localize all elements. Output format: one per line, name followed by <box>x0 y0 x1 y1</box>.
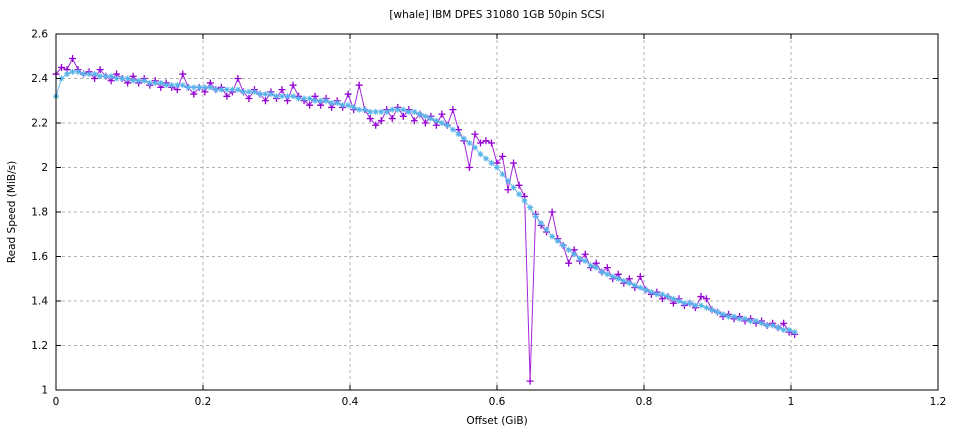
x-tick-label: 0 <box>53 396 60 408</box>
y-tick-label: 2.4 <box>31 73 48 85</box>
x-tick-label: 0.2 <box>195 396 212 408</box>
series-smoothed-markers <box>53 68 798 336</box>
y-tick-label: 1.6 <box>31 251 48 263</box>
series-smoothed-line <box>55 71 795 333</box>
series-smoothed <box>53 68 798 336</box>
series-raw-line <box>55 57 795 382</box>
x-tick-label: 0.4 <box>342 396 359 408</box>
series-raw-markers <box>52 54 799 385</box>
x-tick-label: 0.8 <box>636 396 653 408</box>
y-tick-label: 1.4 <box>31 296 48 308</box>
y-axis-label: Read Speed (MiB/s) <box>6 161 18 263</box>
y-tick-label: 2.6 <box>31 29 48 41</box>
y-tick-label: 1.8 <box>31 207 48 219</box>
y-tick-label: 1 <box>41 385 48 397</box>
axis-layer <box>55 33 939 391</box>
x-tick-label: 1 <box>788 396 795 408</box>
x-tick-label: 0.6 <box>489 396 506 408</box>
series-layer <box>52 54 799 385</box>
y-tick-label: 2.2 <box>31 118 48 130</box>
x-tick-label: 1.2 <box>930 396 947 408</box>
y-tick-label: 2 <box>41 162 48 174</box>
series-raw <box>52 54 799 385</box>
y-tick-label: 1.2 <box>31 340 48 352</box>
chart-title: [whale] IBM DPES 31080 1GB 50pin SCSI <box>389 9 604 21</box>
tick-label-layer: 0 0.2 0.4 0.6 0.8 1 1.2 1 1.2 1.4 1.6 1.8 2 2.2 2.4 2.6 <box>31 29 946 409</box>
x-axis-label: Offset (GiB) <box>466 415 527 427</box>
